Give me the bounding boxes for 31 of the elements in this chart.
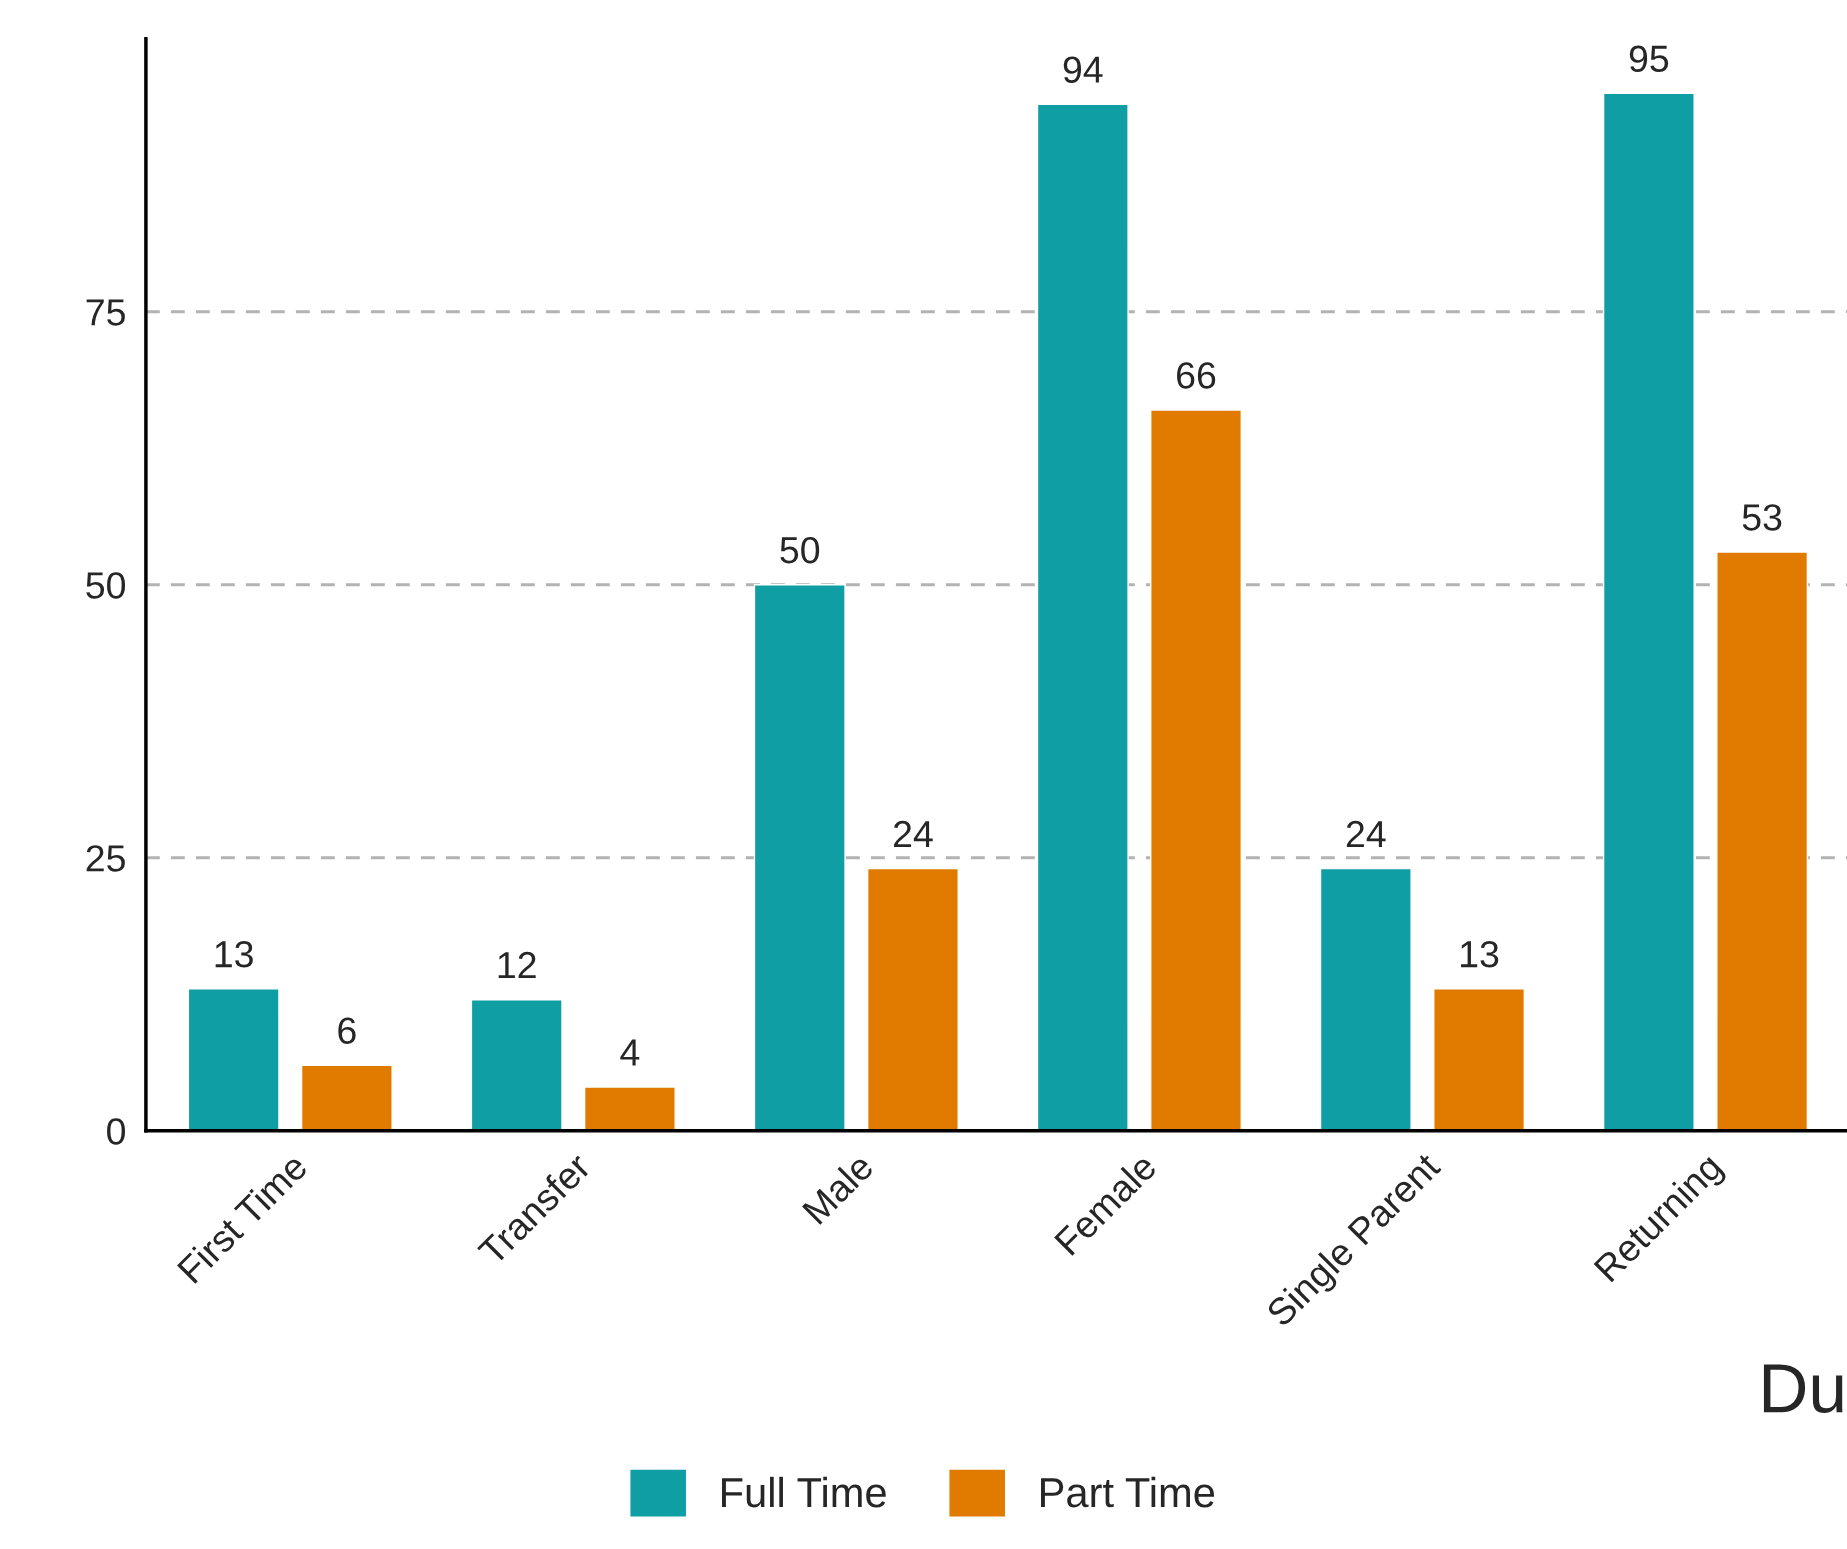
data-label: 13 xyxy=(215,940,253,968)
bar xyxy=(1602,92,1695,1131)
data-label: 94 xyxy=(1063,56,1103,83)
data-label: 13 xyxy=(1461,940,1499,968)
data-label: 95 xyxy=(1629,45,1669,73)
bar xyxy=(753,584,846,1131)
bar xyxy=(1319,867,1412,1131)
bar xyxy=(470,999,563,1131)
data-label: 53 xyxy=(1742,504,1782,531)
x-axis-title: Du xyxy=(1763,1364,1843,1413)
data-label: 4 xyxy=(620,1039,640,1066)
data-label: 66 xyxy=(1177,362,1216,389)
bar xyxy=(583,1086,676,1131)
bar xyxy=(1150,409,1242,1131)
data-label: 24 xyxy=(893,820,933,848)
bar xyxy=(300,1064,393,1131)
bar xyxy=(187,988,280,1131)
y-tick-label: 25 xyxy=(86,845,125,872)
legend-label: Part Time xyxy=(1041,1476,1215,1508)
y-tick-label: 50 xyxy=(86,572,126,599)
data-label: 24 xyxy=(1346,820,1386,848)
data-label: 50 xyxy=(780,536,820,564)
y-tick-label: 75 xyxy=(86,299,125,326)
legend-label: Full Time xyxy=(722,1476,886,1508)
data-label: 12 xyxy=(498,951,536,979)
data-label: 6 xyxy=(338,1017,356,1044)
bar xyxy=(1716,551,1809,1131)
bar xyxy=(1433,988,1526,1131)
bar xyxy=(866,867,959,1131)
y-tick-label: 0 xyxy=(107,1118,125,1145)
bar xyxy=(1036,103,1129,1131)
